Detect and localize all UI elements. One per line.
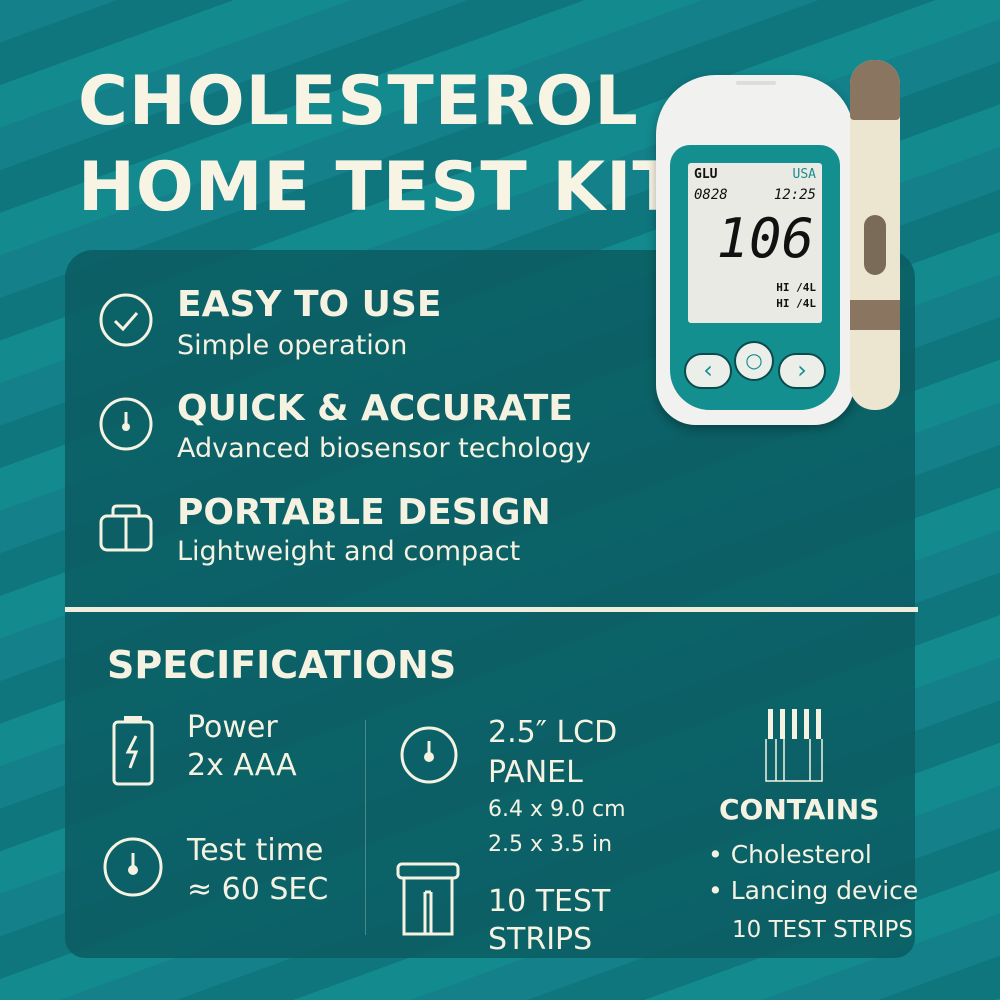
title-line-1: CHOLESTEROL (78, 62, 639, 141)
lcd-size: 2.5″ LCD (488, 715, 618, 750)
strips-line-2: STRIPS (488, 922, 593, 957)
timer-icon (103, 837, 163, 897)
feature-subtitle: Lightweight and compact (177, 536, 521, 567)
contains-item-label: Lancing device (730, 876, 919, 905)
test-strips-icon (765, 709, 823, 782)
lcd-panel-label: PANEL (488, 755, 583, 790)
power-value: 2x AAA (187, 748, 297, 783)
right-button: › (778, 353, 826, 389)
column-separator (365, 720, 366, 935)
lcd-date: 0828 (694, 187, 728, 203)
lcd-unit-2: HI /4L (776, 297, 816, 310)
contains-item: • Cholesterol (708, 840, 872, 869)
lcd-panel-icon (400, 726, 458, 784)
feature-subtitle: Advanced biosensor techology (177, 433, 591, 464)
feature-title: EASY TO USE (177, 284, 442, 325)
test-strip-container-icon (396, 862, 460, 936)
test-time-value: ≈ 60 SEC (187, 872, 329, 907)
dimensions-cm: 6.4 x 9.0 cm (488, 797, 626, 822)
feature-title: PORTABLE DESIGN (177, 492, 551, 533)
feature-title: QUICK & ACCURATE (177, 388, 573, 429)
test-time-label: Test time (187, 833, 324, 868)
contains-item-label: Cholesterol (730, 840, 872, 869)
divider (65, 607, 918, 612)
dimensions-in: 2.5 x 3.5 in (488, 832, 613, 857)
lcd-mode: GLU (694, 167, 718, 182)
title-line-2: HOME TEST KIT (78, 148, 680, 227)
check-circle-icon (99, 293, 153, 347)
battery-icon (112, 716, 154, 786)
lcd-screen: GLU USA 0828 12:25 106 HI /4L HI /4L (688, 163, 822, 323)
glucose-meter-image: GLU USA 0828 12:25 106 HI /4L HI /4L ‹ ○… (656, 75, 854, 425)
strips-line-1: 10 TEST (488, 884, 611, 919)
lcd-unit-1: HI /4L (776, 281, 816, 294)
specifications-heading: SPECIFICATIONS (107, 643, 457, 687)
center-button: ○ (734, 341, 774, 381)
feature-subtitle: Simple operation (177, 330, 408, 361)
contains-heading: CONTAINS (719, 793, 880, 826)
contains-extra: 10 TEST STRIPS (732, 917, 914, 943)
contains-item: • Lancing device (708, 876, 919, 905)
left-button: ‹ (684, 353, 732, 389)
box-icon (99, 504, 153, 552)
lcd-region: USA (792, 167, 816, 182)
lcd-reading: 106 (716, 207, 814, 270)
power-label: Power (187, 710, 278, 745)
timer-icon (99, 397, 153, 451)
lcd-time: 12:25 (773, 187, 816, 203)
lancing-device-image (850, 60, 900, 410)
